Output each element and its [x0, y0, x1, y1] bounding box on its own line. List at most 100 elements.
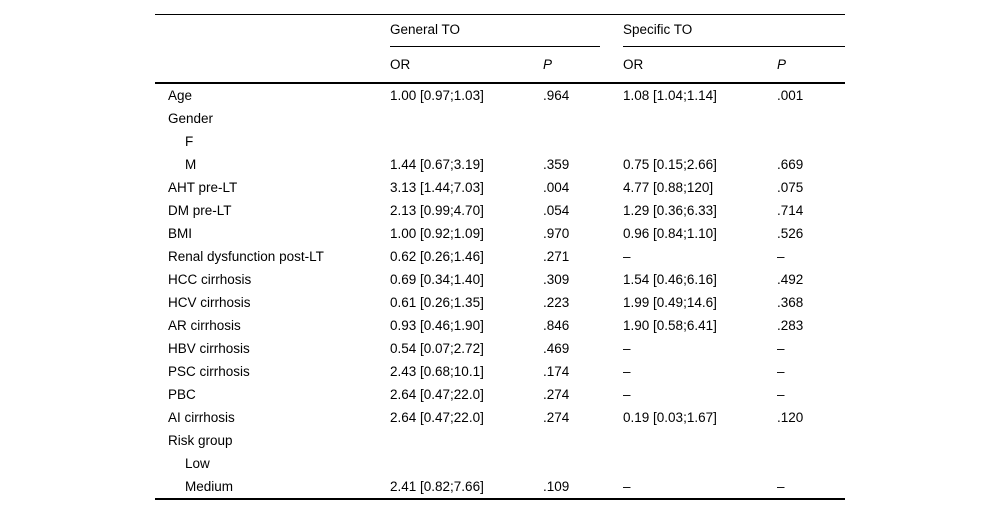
p-value-cell: – — [777, 340, 785, 356]
or-value-cell: 0.75 [0.15;2.66] — [623, 156, 717, 172]
p-value-cell: .846 — [543, 317, 570, 333]
p-value-cell: .109 — [543, 478, 570, 494]
or-value-cell — [623, 107, 777, 130]
or-value-cell: 3.13 [1.44;7.03] — [390, 179, 484, 195]
or-value-cell — [390, 452, 543, 475]
p-value-cell — [543, 130, 623, 153]
p-value-cell — [777, 429, 845, 452]
or-value-cell: 0.69 [0.34;1.40] — [390, 271, 484, 287]
or-value-cell: 2.43 [0.68;10.1] — [390, 363, 484, 379]
p-value-cell: .120 — [777, 409, 804, 425]
or-value-cell: – — [623, 363, 631, 379]
row-label: Gender — [168, 110, 214, 126]
table-row: Renal dysfunction post-LT 0.62 [0.26;1.46… — [155, 245, 845, 268]
table-row: PBC 2.64 [0.47;22.0] .274 – – — [155, 383, 845, 406]
table-row: Age 1.00 [0.97;1.03] .964 1.08 [1.04;1.14].… — [155, 83, 845, 107]
subheader-p-specific: P — [777, 47, 846, 84]
p-value-cell: – — [777, 478, 785, 494]
p-value-cell: – — [777, 386, 785, 402]
or-value-cell — [390, 130, 543, 153]
or-value-cell: 0.19 [0.03;1.67] — [623, 409, 717, 425]
p-value-cell — [777, 452, 845, 475]
or-value-cell — [390, 429, 543, 452]
p-value-cell: .970 — [543, 225, 570, 241]
table-row: AR cirrhosis 0.93 [0.46;1.90] .846 1.90 [0.… — [155, 314, 845, 337]
row-label: PBC — [168, 386, 196, 402]
row-label: M — [185, 156, 197, 172]
or-value-cell: 1.00 [0.92;1.09] — [390, 225, 484, 241]
p-value-cell: .492 — [777, 271, 804, 287]
subheader-row: OR P OR P — [155, 47, 846, 84]
or-value-cell: 0.54 [0.07;2.72] — [390, 340, 484, 356]
row-label: F — [185, 133, 194, 149]
p-value-cell: .223 — [543, 294, 570, 310]
or-value-cell: 1.00 [0.97;1.03] — [390, 87, 484, 103]
or-value-cell: 1.44 [0.67;3.19] — [390, 156, 484, 172]
or-value-cell: 1.08 [1.04;1.14] — [623, 87, 717, 103]
p-value-cell: .271 — [543, 248, 570, 264]
row-label: AI cirrhosis — [168, 409, 235, 425]
row-label: DM pre-LT — [168, 202, 232, 218]
table-row: DM pre-LT 2.13 [0.99;4.70] .054 1.29 [0.36;… — [155, 199, 845, 222]
p-value-cell: .054 — [543, 202, 570, 218]
p-value-cell: .469 — [543, 340, 570, 356]
p-value-cell: .526 — [777, 225, 804, 241]
p-value-cell: .283 — [777, 317, 804, 333]
row-label: AR cirrhosis — [168, 317, 241, 333]
regression-results-table: General TO Specific TO OR P OR P Age 1.00… — [155, 14, 846, 500]
or-value-cell: 1.99 [0.49;14.6] — [623, 294, 717, 310]
table-row: HCV cirrhosis 0.61 [0.26;1.35] .223 1.99 [0… — [155, 291, 845, 314]
table-row: Low — [155, 452, 845, 475]
table-row: HBV cirrhosis 0.54 [0.07;2.72] .469 – – — [155, 337, 845, 360]
table-row: BMI 1.00 [0.92;1.09] .970 0.96 [0.84;1.10].… — [155, 222, 845, 245]
table-row: HCC cirrhosis 0.69 [0.34;1.40] .309 1.54 [0… — [155, 268, 845, 291]
p-value-cell: .669 — [777, 156, 804, 172]
or-value-cell — [623, 452, 777, 475]
or-value-cell: 1.90 [0.58;6.41] — [623, 317, 717, 333]
column-group-general-to-label: General TO — [390, 15, 601, 47]
p-value-cell: .359 — [543, 156, 570, 172]
or-value-cell: 0.96 [0.84;1.10] — [623, 225, 717, 241]
row-label: Age — [168, 87, 193, 103]
row-label: PSC cirrhosis — [168, 363, 250, 379]
column-group-general-to: General TO — [390, 15, 623, 47]
p-value-cell — [777, 107, 845, 130]
or-value-cell: – — [623, 248, 631, 264]
row-label: Low — [185, 455, 210, 471]
or-value-cell — [623, 429, 777, 452]
p-value-cell — [543, 452, 623, 475]
subheader-or-general: OR — [390, 47, 543, 84]
subheader-p-general: P — [543, 47, 624, 84]
or-value-cell: 4.77 [0.88;120] — [623, 179, 714, 195]
row-label: HCC cirrhosis — [168, 271, 252, 287]
p-value-cell: .309 — [543, 271, 570, 287]
or-value-cell: 2.41 [0.82;7.66] — [390, 478, 484, 494]
or-value-cell: 0.62 [0.26;1.46] — [390, 248, 484, 264]
p-value-cell: – — [777, 363, 785, 379]
row-label: BMI — [168, 225, 193, 241]
or-value-cell: 1.54 [0.46;6.16] — [623, 271, 717, 287]
p-value-cell: .714 — [777, 202, 804, 218]
table-body: Age 1.00 [0.97;1.03] .964 1.08 [1.04;1.14].… — [155, 83, 845, 499]
row-label: Risk group — [168, 432, 233, 448]
p-value-cell: .274 — [543, 409, 570, 425]
or-value-cell: 0.61 [0.26;1.35] — [390, 294, 484, 310]
row-label: AHT pre-LT — [168, 179, 238, 195]
column-group-row: General TO Specific TO — [155, 15, 846, 48]
p-value-cell: .964 — [543, 87, 570, 103]
or-value-cell: 0.93 [0.46;1.90] — [390, 317, 484, 333]
row-label: HBV cirrhosis — [168, 340, 250, 356]
or-value-cell — [390, 107, 543, 130]
p-value-cell: .368 — [777, 294, 804, 310]
table-row: Medium 2.41 [0.82;7.66] .109 – – — [155, 475, 845, 499]
p-value-cell: .001 — [777, 87, 804, 103]
p-value-cell: .075 — [777, 179, 804, 195]
corner-cell — [155, 47, 390, 84]
table-row: Gender — [155, 107, 845, 130]
corner-cell — [155, 15, 390, 48]
or-value-cell: – — [623, 386, 631, 402]
table-row: PSC cirrhosis 2.43 [0.68;10.1] .174 – – — [155, 360, 845, 383]
table-row: F — [155, 130, 845, 153]
table-row: Risk group — [155, 429, 845, 452]
